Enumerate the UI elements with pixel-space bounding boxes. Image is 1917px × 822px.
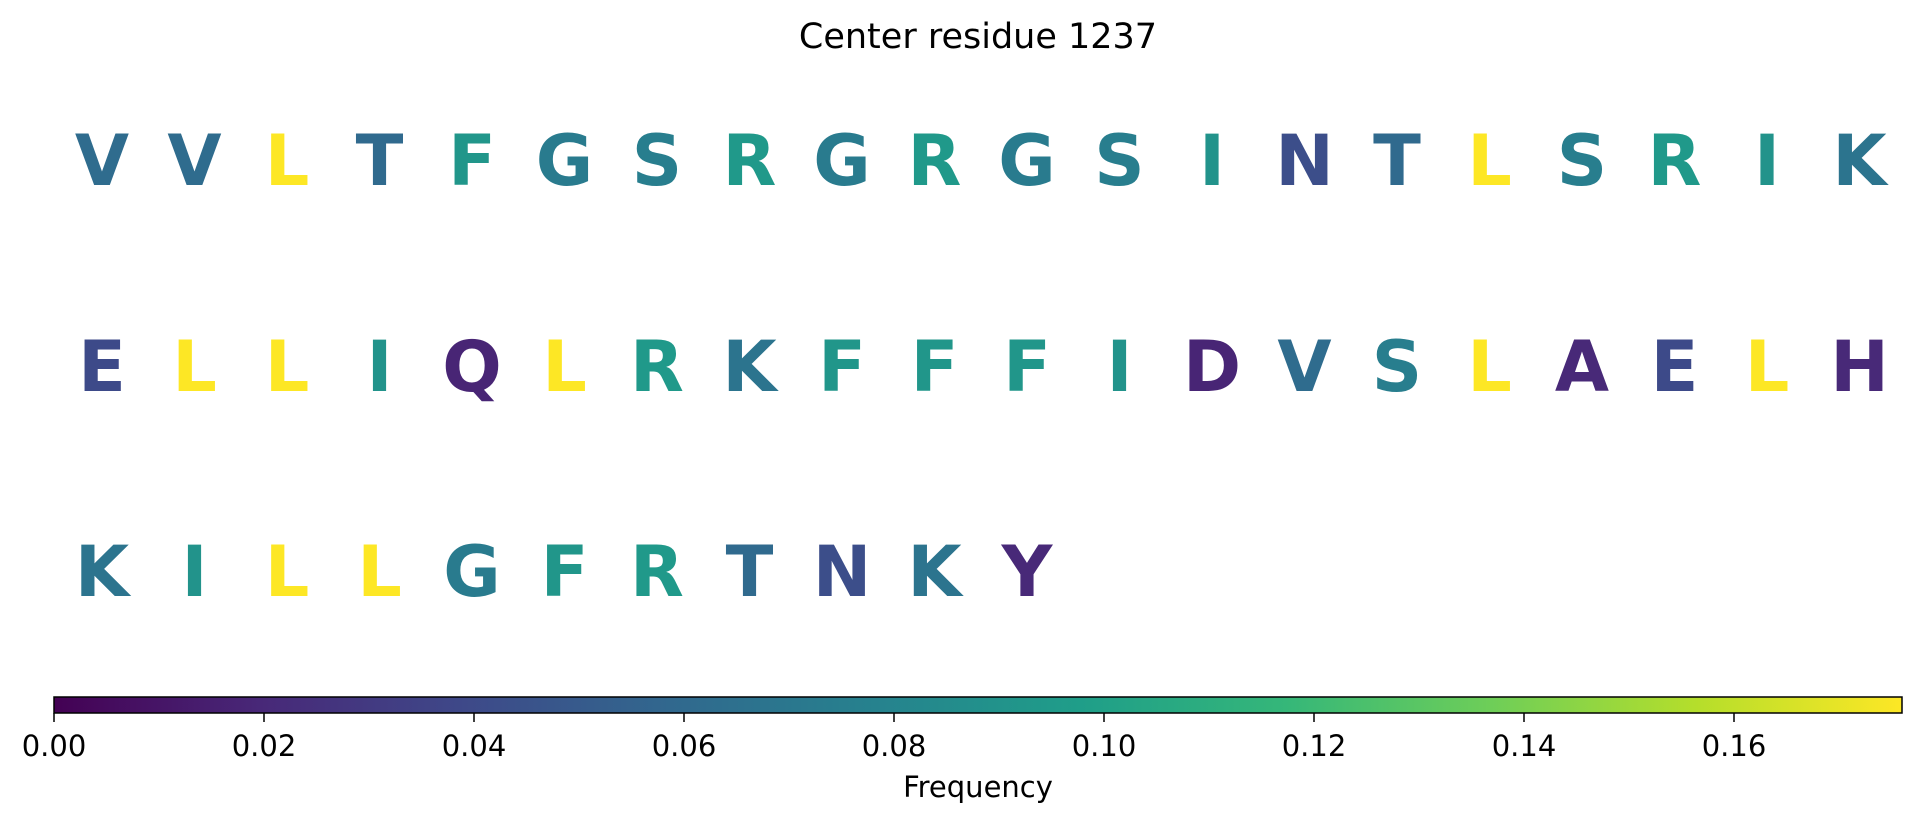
residue-letter: L: [265, 120, 310, 202]
residue-letter: F: [818, 326, 866, 408]
residue-grid: V V L T F G S R G R G S I N T L S R I KE L L I Q L R K F F F I D V S L A E L H…: [75, 120, 1890, 613]
colorbar-tick-label: 0.02: [232, 729, 297, 763]
colorbar-tick-label: 0.12: [1282, 729, 1347, 763]
residue-letter: R: [908, 120, 962, 202]
residue-letter: F: [541, 531, 589, 613]
residue-letter: I: [1106, 326, 1132, 408]
residue-letter: S: [632, 120, 682, 202]
residue-letter: T: [356, 120, 404, 202]
residue-letter: L: [1467, 326, 1512, 408]
residue-letter: R: [630, 326, 684, 408]
residue-letter: L: [1467, 120, 1512, 202]
residue-letter: A: [1555, 326, 1609, 408]
colorbar-ticks: 0.00 0.02 0.04 0.06 0.08 0.10 0.12 0.14 0.16: [22, 713, 1767, 763]
residue-letter: T: [1373, 120, 1421, 202]
residue-letter: K: [1832, 120, 1889, 202]
residue-letter: I: [1754, 120, 1780, 202]
colorbar-tick-label: 0.16: [1702, 729, 1767, 763]
residue-letter: E: [1651, 326, 1699, 408]
residue-letter: V: [75, 120, 129, 202]
residue-letter: F: [1003, 326, 1051, 408]
residue-letter: H: [1830, 326, 1889, 408]
residue-letter: R: [1648, 120, 1702, 202]
residue-letter: S: [1557, 120, 1607, 202]
residue-letter: G: [443, 531, 500, 613]
residue-letter: I: [1199, 120, 1225, 202]
chart-title: Center residue 1237: [799, 17, 1157, 57]
residue-letter: T: [726, 531, 774, 613]
colorbar-label: Frequency: [903, 770, 1053, 804]
residue-letter: V: [1277, 326, 1331, 408]
residue-letter: L: [542, 326, 587, 408]
residue-letter: L: [265, 531, 310, 613]
residue-letter: I: [366, 326, 392, 408]
residue-letter: Y: [1001, 531, 1054, 613]
residue-letter: R: [630, 531, 684, 613]
residue-letter: N: [813, 531, 872, 613]
residue-letter: Q: [442, 326, 502, 408]
colorbar-tick-label: 0.00: [22, 729, 87, 763]
residue-letter: I: [181, 531, 207, 613]
residue-letter: R: [723, 120, 777, 202]
residue-letter: E: [78, 326, 126, 408]
residue-letter: L: [1745, 326, 1790, 408]
residue-letter: V: [167, 120, 221, 202]
colorbar-tick-label: 0.04: [442, 729, 507, 763]
residue-letter: F: [911, 326, 959, 408]
colorbar-tick-label: 0.06: [652, 729, 717, 763]
residue-letter: G: [998, 120, 1055, 202]
residue-letter: G: [813, 120, 870, 202]
residue-letter: K: [907, 531, 964, 613]
residue-letter: K: [75, 531, 132, 613]
residue-letter: D: [1183, 326, 1241, 408]
residue-letter: F: [448, 120, 496, 202]
residue-letter: L: [265, 326, 310, 408]
residue-letter: G: [536, 120, 593, 202]
colorbar-tick-label: 0.08: [862, 729, 927, 763]
colorbar-tick-label: 0.10: [1072, 729, 1137, 763]
residue-letter: K: [722, 326, 779, 408]
colorbar-tick-label: 0.14: [1492, 729, 1557, 763]
residue-letter: N: [1275, 120, 1334, 202]
residue-letter: L: [172, 326, 217, 408]
colorbar-gradient: [53, 696, 1903, 714]
residue-letter: S: [1372, 326, 1422, 408]
residue-letter: L: [357, 531, 402, 613]
residue-letter: S: [1094, 120, 1144, 202]
colorbar: 0.00 0.02 0.04 0.06 0.08 0.10 0.12 0.14 0.16 Fre…: [22, 696, 1903, 804]
